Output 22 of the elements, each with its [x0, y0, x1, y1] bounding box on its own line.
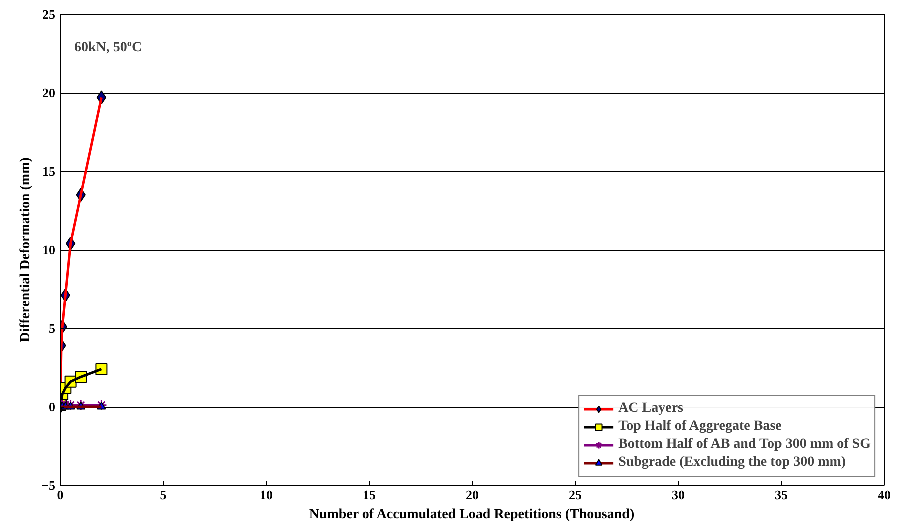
y-tick-label: −5 [42, 478, 56, 493]
y-axis-title: Differential Deformation (mm) [18, 157, 34, 342]
x-tick-label: 40 [878, 488, 891, 502]
x-tick-label: 10 [260, 488, 273, 502]
x-tick-label: 5 [160, 488, 168, 502]
y-tick-label: 15 [42, 164, 56, 179]
legend-label: AC Layers [618, 400, 684, 418]
x-tick-label: 20 [466, 488, 479, 502]
legend-label: Subgrade (Excluding the top 300 mm) [618, 454, 846, 472]
y-tick-label: 5 [49, 321, 56, 336]
y-tick-label: 10 [42, 242, 56, 258]
x-tick-label: 15 [363, 488, 376, 502]
y-tick-label: 25 [42, 7, 56, 22]
annotation: 60kN, 50ºC [74, 40, 142, 56]
x-axis-title: Number of Accumulated Load Repetitions (Thousand) [309, 508, 635, 522]
legend-label: Bottom Half of AB and Top 300 mm of SG [618, 436, 871, 454]
y-tick-label: 0 [49, 400, 56, 414]
legend-label: Top Half of Aggregate Base [618, 418, 782, 436]
x-tick-label: 25 [569, 488, 582, 502]
x-tick-label: 30 [672, 488, 685, 502]
y-tick-label: 20 [42, 86, 56, 100]
x-tick-label: 35 [775, 488, 788, 502]
